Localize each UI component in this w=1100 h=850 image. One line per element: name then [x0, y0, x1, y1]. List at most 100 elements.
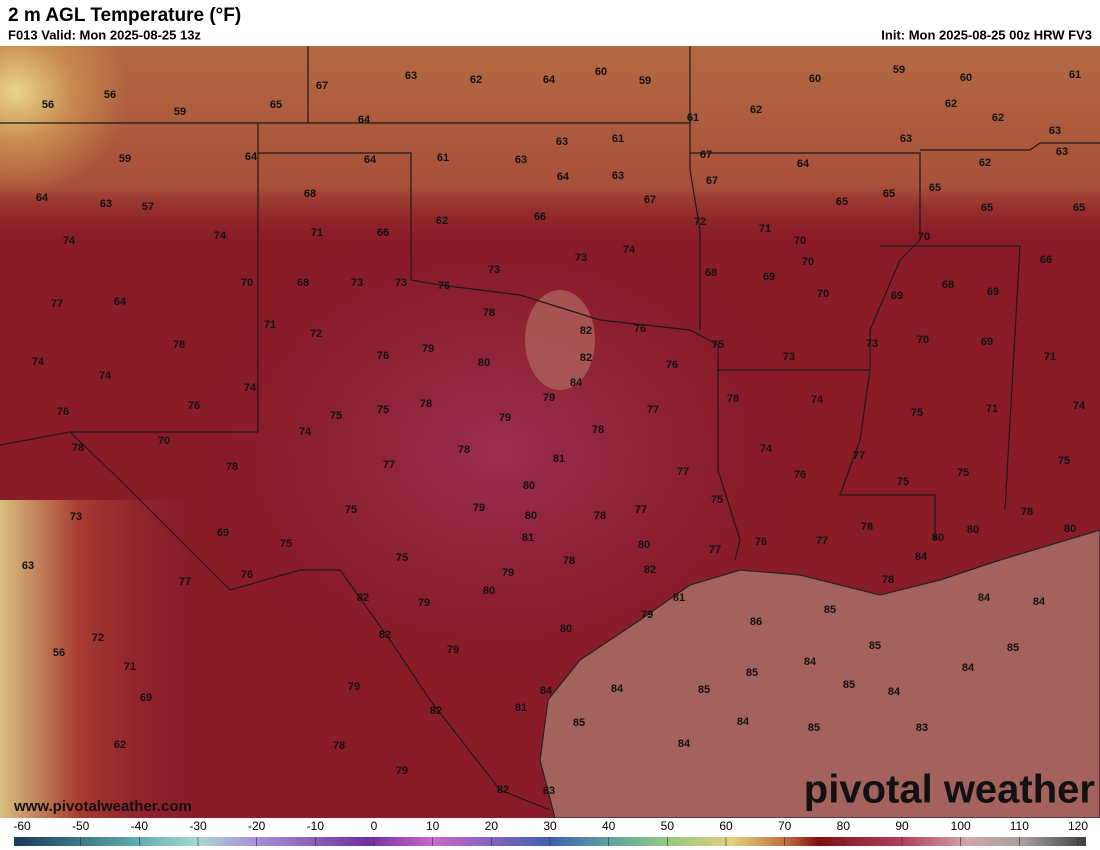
- temperature-label: 64: [557, 171, 570, 183]
- temperature-label: 75: [711, 494, 723, 506]
- temperature-label: 72: [694, 216, 706, 228]
- temperature-label: 67: [316, 80, 328, 92]
- temperature-label: 77: [51, 298, 63, 310]
- colorbar-tick-label: -40: [131, 819, 149, 833]
- temperature-label: 71: [1044, 351, 1056, 363]
- temperature-label: 80: [525, 510, 537, 522]
- temperature-label: 85: [573, 717, 585, 729]
- temperature-label: 63: [515, 154, 527, 166]
- temperature-label: 69: [217, 527, 229, 539]
- colorbar-tick-label: -30: [189, 819, 207, 833]
- temperature-label: 71: [311, 227, 323, 239]
- temperature-label: 63: [1056, 146, 1068, 158]
- temperature-label: 79: [418, 597, 430, 609]
- temperature-label: 73: [395, 277, 407, 289]
- temperature-label: 68: [705, 267, 717, 279]
- temperature-label: 82: [357, 592, 369, 604]
- temperature-label: 77: [677, 466, 689, 478]
- temperature-label: 63: [22, 560, 34, 572]
- temperature-label: 59: [639, 75, 651, 87]
- temperature-label: 71: [124, 661, 136, 673]
- temperature-label: 65: [836, 196, 848, 208]
- colorbar-tick-label: 100: [951, 819, 971, 833]
- temperature-label: 75: [911, 407, 923, 419]
- temperature-label: 85: [1007, 642, 1019, 654]
- temperature-label: 77: [816, 535, 828, 547]
- temperature-label: 82: [644, 564, 656, 576]
- temperature-label: 71: [986, 403, 998, 415]
- temperature-label: 69: [891, 290, 903, 302]
- colorbar-tick-label: 70: [778, 819, 792, 833]
- temperature-labels: 56 56 59 65 67 63 62 64 60 59 60 59 60 61 62 62 62 61 64 63…: [22, 64, 1086, 797]
- temperature-label: 82: [580, 325, 592, 337]
- temperature-label: 78: [420, 398, 432, 410]
- temperature-label: 73: [351, 277, 363, 289]
- temperature-label: 69: [987, 286, 999, 298]
- temperature-label: 75: [330, 410, 342, 422]
- temperature-label: 67: [700, 149, 712, 161]
- temperature-label: 61: [612, 133, 624, 145]
- temperature-label: 62: [114, 739, 126, 751]
- temperature-label: 56: [42, 99, 54, 111]
- colorbar-tick-label: 0: [371, 819, 378, 833]
- temperature-label: 61: [687, 112, 699, 124]
- temperature-label: 73: [575, 252, 587, 264]
- temperature-label: 62: [992, 112, 1004, 124]
- temperature-label: 59: [174, 106, 186, 118]
- temperature-label: 82: [497, 784, 509, 796]
- temperature-label: 79: [641, 609, 653, 621]
- temperature-label: 76: [666, 359, 678, 371]
- temperature-label: 56: [53, 647, 65, 659]
- colorbar-tick-label: -60: [13, 819, 31, 833]
- temperature-label: 74: [214, 230, 227, 242]
- colorbar-tick-label: 110: [1010, 819, 1029, 833]
- temperature-label: 78: [226, 461, 238, 473]
- temperature-label: 76: [57, 406, 69, 418]
- temperature-label: 68: [942, 279, 954, 291]
- temperature-label: 65: [1073, 202, 1085, 214]
- temperature-label: 63: [900, 133, 912, 145]
- colorbar-ticks: -60 -50 -40 -30 -20 -10 0 10 20 30 40 50 60 70 80 90 100…: [13, 819, 1088, 846]
- colorbar-tick-label: 80: [837, 819, 851, 833]
- temperature-label: 78: [458, 444, 470, 456]
- init-time: Init: Mon 2025-08-25 00z HRW FV3: [881, 27, 1092, 42]
- temperature-label: 85: [746, 667, 758, 679]
- temperature-label: 63: [1049, 125, 1061, 137]
- temperature-label: 73: [70, 511, 82, 523]
- temperature-label: 74: [244, 382, 257, 394]
- temperature-label: 85: [869, 640, 881, 652]
- temperature-label: 80: [560, 623, 572, 635]
- temperature-label: 62: [750, 104, 762, 116]
- temperature-label: 78: [592, 424, 604, 436]
- temperature-label: 80: [1064, 523, 1076, 535]
- temperature-label: 83: [916, 722, 928, 734]
- temperature-label: 80: [483, 585, 495, 597]
- temperature-label: 66: [1040, 254, 1052, 266]
- temperature-label: 77: [383, 459, 395, 471]
- temperature-label: 84: [804, 656, 817, 668]
- temperature-label: 57: [142, 201, 154, 213]
- temperature-label: 85: [824, 604, 836, 616]
- temperature-label: 61: [437, 152, 449, 164]
- colorbar-tick-label: 40: [602, 819, 616, 833]
- temperature-label: 83: [543, 785, 555, 797]
- colorbar-tick-label: 90: [895, 819, 909, 833]
- temperature-label: 59: [119, 153, 131, 165]
- temperature-label: 64: [245, 151, 258, 163]
- temperature-label: 82: [379, 629, 391, 641]
- temperature-label: 74: [32, 356, 45, 368]
- temperature-label: 79: [543, 392, 555, 404]
- temperature-label: 84: [611, 683, 624, 695]
- temperature-label: 63: [556, 136, 568, 148]
- temperature-label: 76: [188, 400, 200, 412]
- temperature-label: 60: [960, 72, 972, 84]
- temperature-label: 78: [173, 339, 185, 351]
- map: [0, 46, 1100, 819]
- temperature-label: 76: [755, 536, 767, 548]
- temperature-label: 78: [72, 442, 84, 454]
- temperature-label: 78: [483, 307, 495, 319]
- colorbar-tick-label: 50: [661, 819, 675, 833]
- temperature-label: 75: [377, 404, 389, 416]
- temperature-label: 69: [981, 336, 993, 348]
- temperature-label: 82: [580, 352, 592, 364]
